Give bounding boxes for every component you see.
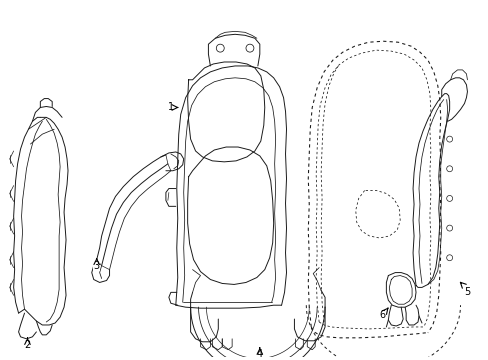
Text: 4: 4 [256,348,263,359]
Text: 1: 1 [167,103,174,112]
Text: 6: 6 [379,310,385,320]
Text: 5: 5 [464,287,469,297]
Text: 3: 3 [93,261,100,271]
Text: 2: 2 [24,340,31,350]
